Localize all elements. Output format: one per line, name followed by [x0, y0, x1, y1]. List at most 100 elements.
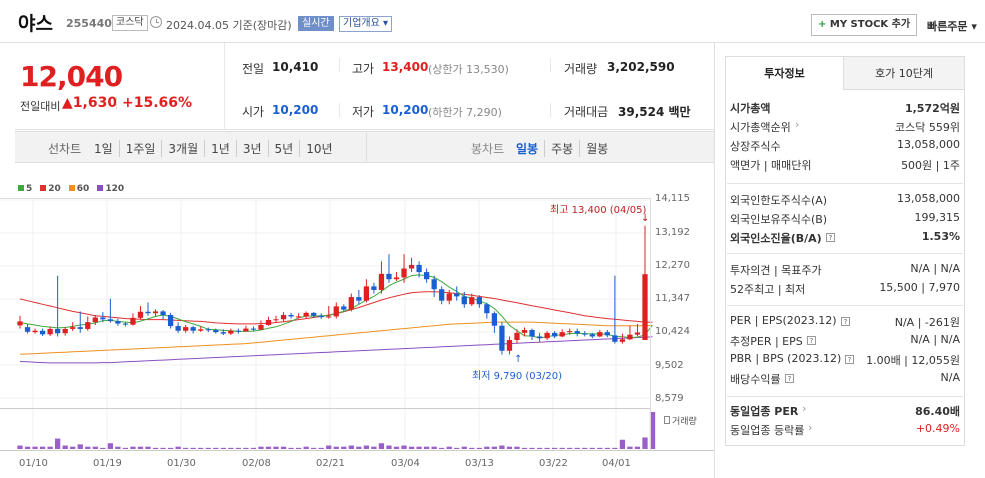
info-row: 시가총액 1,572억원	[730, 100, 960, 118]
x-tick: 01/10	[19, 458, 48, 469]
tab-monthly[interactable]: 월봉	[586, 142, 609, 156]
volume-bar	[612, 447, 618, 449]
tab-10years[interactable]: 10년	[306, 142, 333, 156]
candle-body	[431, 279, 437, 290]
candle-body	[115, 321, 121, 324]
candle-body	[167, 314, 174, 327]
period-tabbar	[15, 131, 715, 163]
help-icon[interactable]: ?	[826, 233, 835, 242]
candle-body	[235, 330, 242, 332]
chevron-right-icon[interactable]: ›	[795, 118, 800, 131]
candle-body	[559, 332, 565, 337]
tab-3years[interactable]: 3년	[237, 140, 269, 157]
plus-icon: +	[818, 19, 827, 30]
info-value: 199,315	[914, 211, 961, 224]
change-pct: +15.66%	[122, 95, 193, 111]
tab-5years[interactable]: 5년	[269, 140, 301, 157]
help-icon[interactable]: ?	[785, 374, 794, 383]
overview-label: 기업개요	[343, 18, 380, 29]
candle-body	[499, 325, 505, 351]
info-key: 상장주식수	[730, 140, 781, 153]
volume-bar	[439, 447, 445, 449]
my-stock-add-button[interactable]: + MY STOCK 추가	[811, 14, 918, 36]
x-tick: 03/13	[465, 458, 494, 469]
x-tick: 04/01	[602, 458, 631, 469]
x-tick: 03/22	[539, 458, 568, 469]
volume-bar	[589, 447, 595, 449]
realtime-button[interactable]: 실시간	[298, 16, 334, 31]
candle-body	[243, 328, 249, 332]
info-value: N/A	[940, 371, 960, 384]
stock-chart[interactable]	[0, 190, 715, 478]
volume-bar	[122, 447, 129, 449]
volume-bar	[273, 446, 279, 449]
info-value: 1,572억원	[904, 102, 960, 115]
volume-bar	[649, 412, 656, 449]
volume-bar	[47, 446, 53, 449]
candle-body	[318, 315, 324, 318]
info-key: 액면가 | 매매단위	[730, 159, 812, 172]
volume-bar	[378, 443, 385, 449]
info-key: 배당수익률	[730, 373, 781, 386]
chevron-right-icon[interactable]: ›	[808, 421, 813, 434]
volume-bar	[198, 447, 204, 449]
help-icon[interactable]: ?	[841, 317, 850, 326]
tab-investment-info[interactable]: 투자정보	[726, 57, 843, 90]
candle-body	[250, 328, 257, 330]
info-value: 1.00배 | 12,055원	[866, 354, 960, 367]
quick-order-button[interactable]: 빠른주문 ▾	[927, 18, 977, 34]
candle-body	[288, 314, 294, 317]
info-row: 상장주식수 13,058,000	[730, 138, 960, 156]
info-key[interactable]: 동일업종 등락률	[730, 424, 805, 437]
info-value: N/A | N/A	[910, 262, 960, 275]
volume-bar	[100, 447, 106, 449]
lower-limit: (하한가 7,290)	[428, 106, 502, 119]
date-label: 2024.04.05 기준(장마감)	[166, 17, 292, 33]
candle-body	[589, 334, 595, 337]
volume-bar	[55, 438, 61, 449]
tab-1year[interactable]: 1년	[205, 140, 237, 157]
info-key[interactable]: 동일업종 PER	[730, 405, 799, 418]
y-tick: 10,424	[655, 326, 690, 337]
up-arrow-icon: ↑	[514, 354, 523, 365]
candle-body	[521, 330, 528, 333]
volume-bar	[213, 447, 219, 449]
info-key[interactable]: 시가총액순위	[730, 121, 791, 134]
volume-bar	[17, 445, 23, 449]
volume-bar	[85, 446, 91, 449]
candle-body	[228, 330, 234, 334]
divider	[339, 58, 340, 72]
tab-1day[interactable]: 1일	[88, 140, 120, 157]
chevron-down-icon: ▾	[383, 18, 389, 29]
y-tick: 9,502	[655, 360, 684, 371]
volume-bar	[363, 445, 370, 449]
volume-bar	[597, 447, 603, 449]
info-row: 액면가 | 매매단위 500원 | 1주	[730, 157, 960, 175]
x-tick: 03/04	[391, 458, 420, 469]
legend-label: 5	[26, 184, 33, 194]
help-icon[interactable]: ?	[807, 336, 816, 345]
tab-orderbook[interactable]: 호가 10단계	[843, 57, 964, 90]
volume-bar	[491, 446, 498, 449]
x-tick: 02/21	[316, 458, 345, 469]
candle-body	[47, 328, 53, 335]
candle-body	[371, 286, 377, 290]
info-value: 13,058,000	[897, 138, 960, 151]
volume-bar	[559, 447, 565, 449]
tab-3months[interactable]: 3개월	[162, 140, 206, 157]
divider	[550, 58, 551, 72]
tab-daily[interactable]: 일봉	[510, 140, 546, 157]
candle-body	[469, 297, 475, 305]
chevron-right-icon[interactable]: ›	[802, 402, 807, 415]
overview-button[interactable]: 기업개요 ▾	[339, 16, 393, 32]
volume-bar	[92, 446, 98, 449]
tab-weekly[interactable]: 주봉	[545, 140, 581, 157]
help-icon[interactable]: ?	[845, 355, 854, 364]
candle-body	[401, 268, 407, 278]
volume-bar	[536, 447, 543, 449]
candle-chart-label: 봉차트	[471, 142, 505, 156]
tab-1week[interactable]: 1주일	[120, 140, 163, 157]
legend-label: 120	[105, 184, 125, 194]
current-price: 12,040	[20, 60, 123, 93]
volume-bar	[423, 446, 430, 449]
